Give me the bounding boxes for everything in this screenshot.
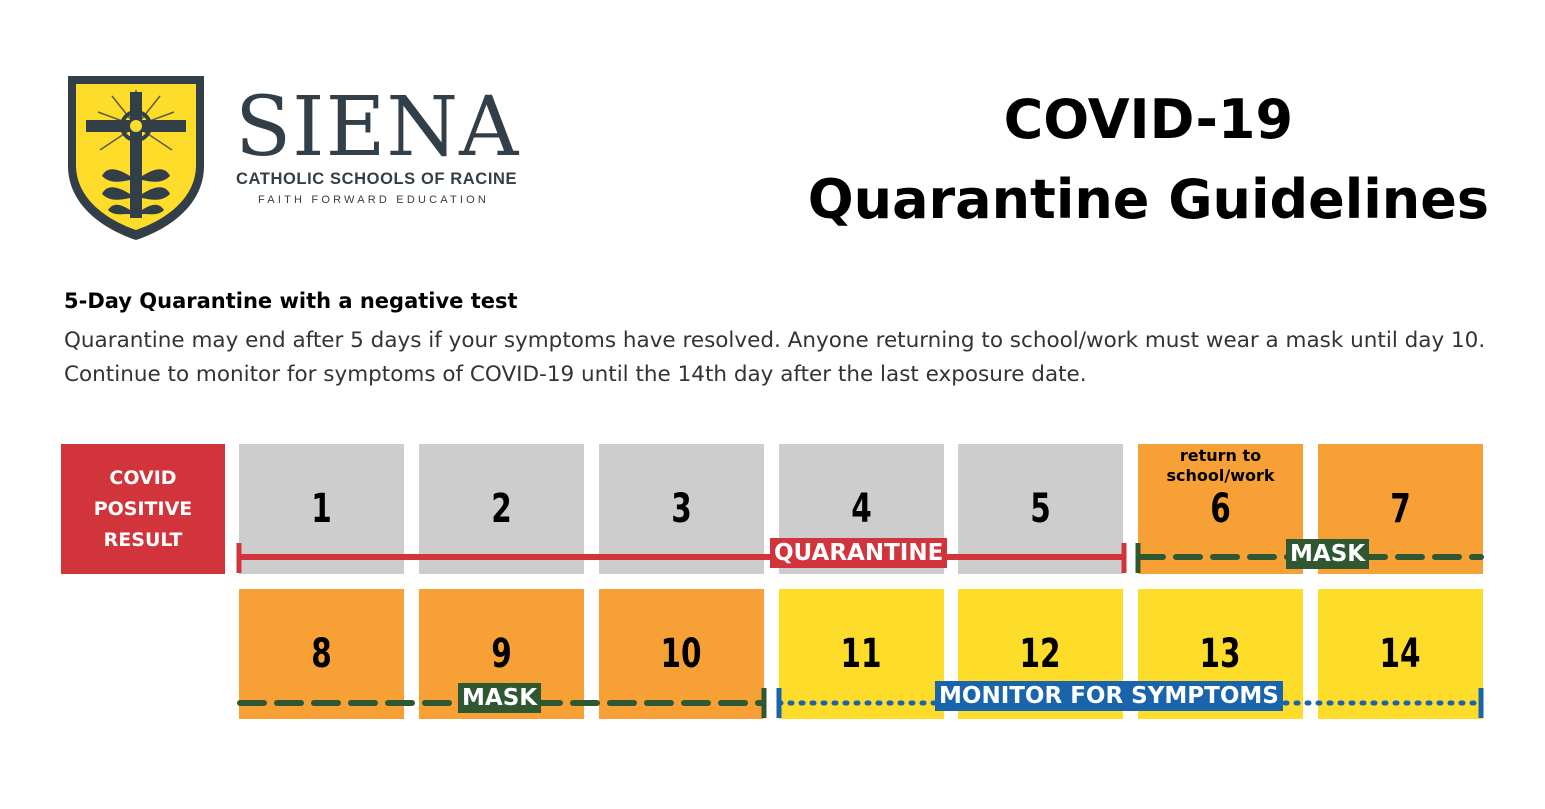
day-box-2: 2 — [419, 444, 584, 574]
day-number: 5 — [1030, 486, 1051, 532]
day-number: 6 — [1210, 486, 1231, 532]
covid-positive-box: COVID POSITIVE RESULT — [61, 444, 225, 574]
day-box-1: 1 — [239, 444, 404, 574]
day-number: 9 — [491, 631, 512, 677]
day-number: 10 — [660, 631, 703, 677]
monitor-label: MONITOR FOR SYMPTOMS — [935, 681, 1283, 711]
quarantine-label: QUARANTINE — [770, 538, 948, 568]
return-note-line-1: return to — [1179, 446, 1262, 465]
day-number: 11 — [840, 631, 883, 677]
day-number: 12 — [1019, 631, 1062, 677]
day-number: 4 — [851, 486, 872, 532]
day-number: 14 — [1379, 631, 1422, 677]
day-number: 1 — [311, 486, 332, 532]
day-box-11: 11 — [779, 589, 944, 719]
day-box-3: 3 — [599, 444, 764, 574]
day-number: 8 — [311, 631, 332, 677]
siena-shield-logo — [68, 76, 204, 240]
brand-tagline: FAITH FORWARD EDUCATION — [258, 194, 490, 206]
return-to-school-note: return to school/work — [1138, 446, 1303, 486]
page-title: COVID-19 Quarantine Guidelines — [808, 80, 1489, 240]
brand-subtitle: CATHOLIC SCHOOLS OF RACINE — [236, 170, 518, 188]
day-number: 3 — [671, 486, 692, 532]
brand-name: SIENA — [235, 80, 520, 175]
day-number: 7 — [1390, 486, 1411, 532]
mask-label-row-2: MASK — [458, 683, 542, 713]
section-heading: 5-Day Quarantine with a negative test — [64, 289, 518, 313]
day-box-6: return to school/work 6 — [1138, 444, 1303, 574]
return-note-line-2: school/work — [1166, 466, 1275, 485]
title-line-2: Quarantine Guidelines — [807, 168, 1489, 231]
day-box-14: 14 — [1318, 589, 1483, 719]
day-box-10: 10 — [599, 589, 764, 719]
mask-label-row-1: MASK — [1286, 539, 1370, 569]
day-box-8: 8 — [239, 589, 404, 719]
covid-positive-label: COVID POSITIVE RESULT — [93, 466, 193, 551]
day-number: 2 — [491, 486, 512, 532]
title-line-1: COVID-19 — [1003, 88, 1294, 151]
section-body: Quarantine may end after 5 days if your … — [64, 328, 1486, 387]
day-number: 13 — [1199, 631, 1242, 677]
day-box-5: 5 — [958, 444, 1123, 574]
